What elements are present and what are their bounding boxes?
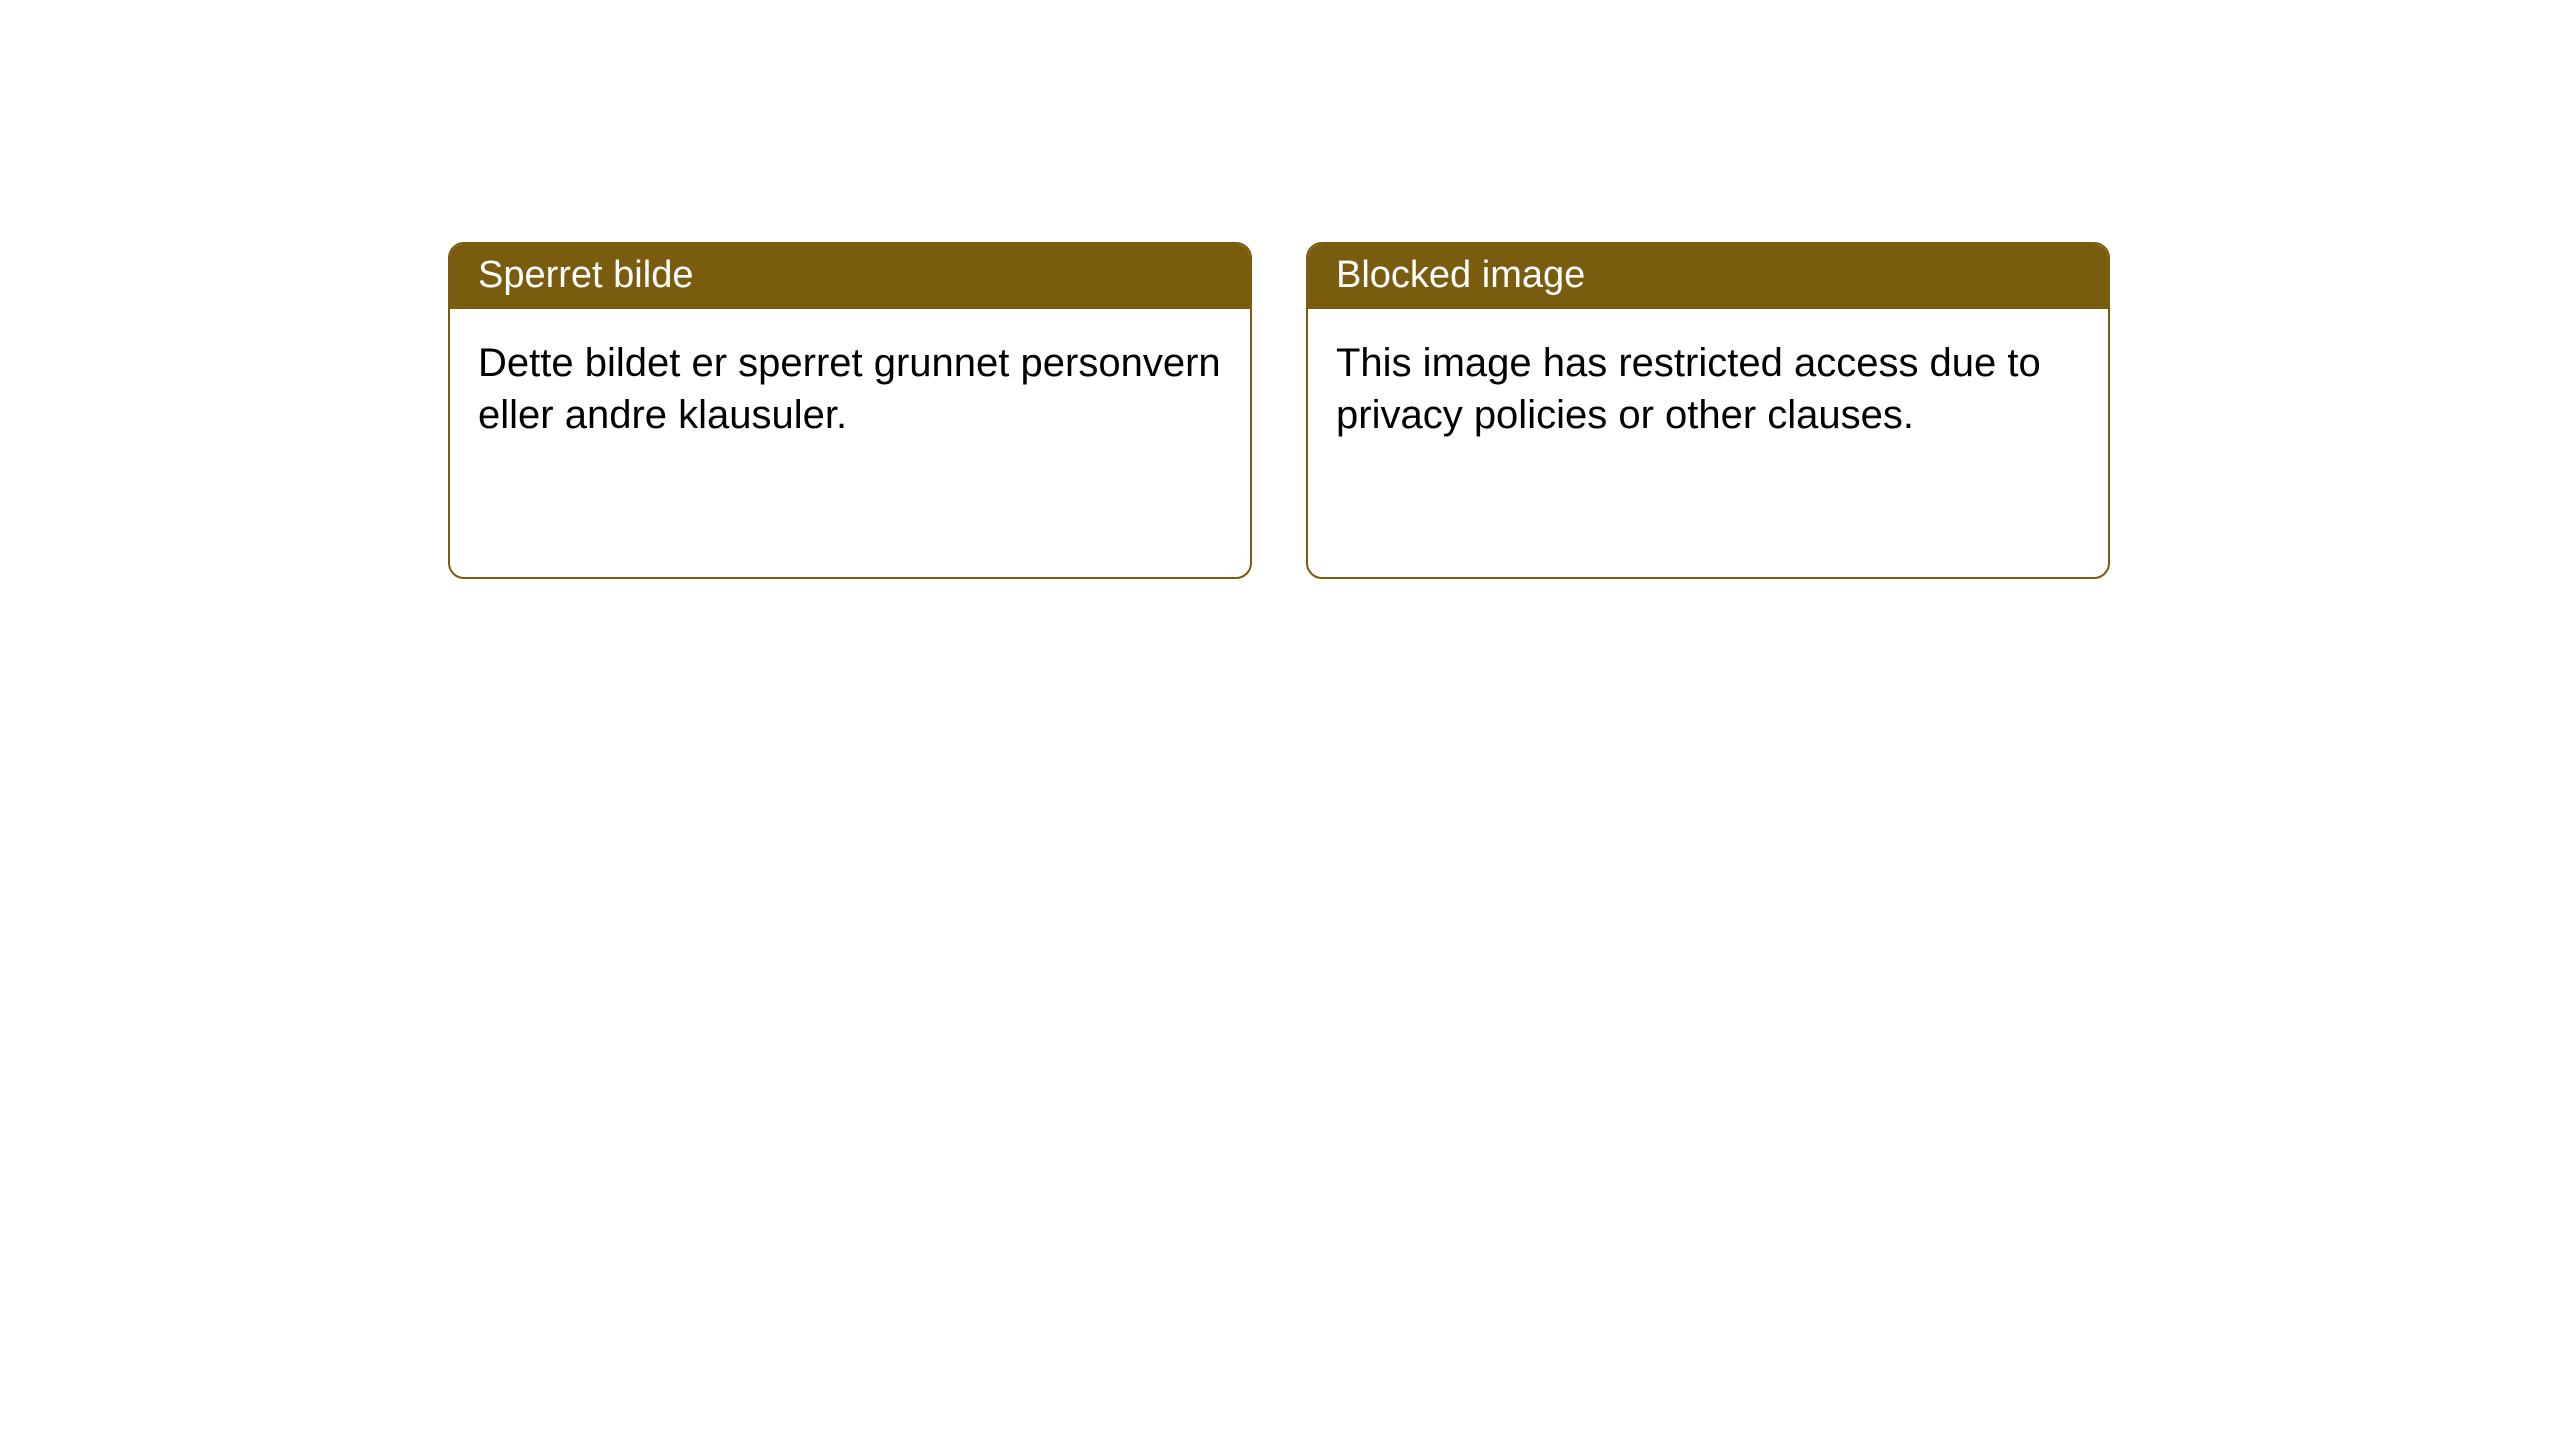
info-card-english: Blocked image This image has restricted … [1306, 242, 2110, 579]
info-card-container: Sperret bilde Dette bildet er sperret gr… [448, 242, 2110, 579]
info-card-norwegian: Sperret bilde Dette bildet er sperret gr… [448, 242, 1252, 579]
card-header: Sperret bilde [450, 244, 1250, 309]
card-header: Blocked image [1308, 244, 2108, 309]
card-body: Dette bildet er sperret grunnet personve… [450, 309, 1250, 469]
card-body: This image has restricted access due to … [1308, 309, 2108, 469]
